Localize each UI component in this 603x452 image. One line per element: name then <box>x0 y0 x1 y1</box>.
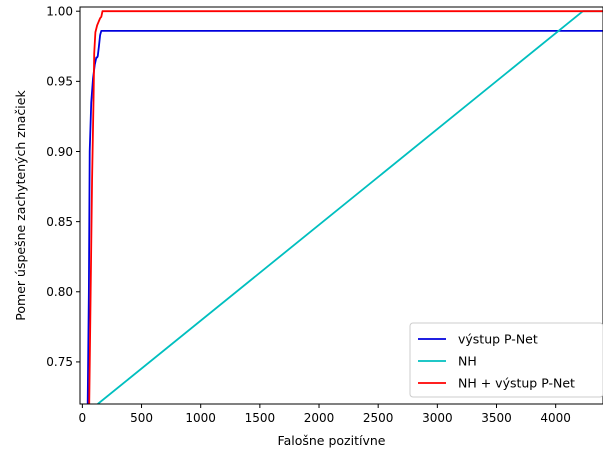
plot-frame <box>79 6 603 405</box>
x-tick-label: 500 <box>130 411 153 425</box>
series-line-3 <box>88 10 603 404</box>
x-tick-label: 1000 <box>185 411 216 425</box>
legend-label: NH + výstup P-Net <box>458 376 575 391</box>
x-axis-label: Falošne pozitívne <box>278 433 386 448</box>
y-axis-label: Pomer úspešne zachytených značiek <box>13 90 28 321</box>
y-tick-label: 1.00 <box>46 5 73 19</box>
y-tick-label: 0.85 <box>46 215 73 229</box>
x-tick-label: 2000 <box>304 411 335 425</box>
legend-box <box>409 322 603 398</box>
x-tick-label: 2500 <box>363 411 394 425</box>
plot-area <box>86 10 603 404</box>
x-tick-label: 0 <box>79 411 87 425</box>
y-tick-label: 0.90 <box>46 145 73 159</box>
y-tick-label: 0.95 <box>46 75 73 89</box>
x-axis: 0 500 1000 1500 2000 2500 3000 3500 4000 <box>79 404 571 425</box>
x-tick-label: 3000 <box>422 411 453 425</box>
y-tick-label: 0.75 <box>46 355 73 369</box>
y-axis: 0.75 0.80 0.85 0.90 0.95 1.00 <box>46 5 80 369</box>
legend: výstup P-Net NH NH + výstup P-Net <box>409 322 603 398</box>
series-line-1 <box>86 29 603 404</box>
y-tick-label: 0.80 <box>46 285 73 299</box>
x-tick-label: 1500 <box>245 411 276 425</box>
legend-label: NH <box>458 354 477 369</box>
x-tick-label: 3500 <box>481 411 512 425</box>
x-tick-label: 4000 <box>540 411 571 425</box>
legend-label: výstup P-Net <box>458 332 538 347</box>
